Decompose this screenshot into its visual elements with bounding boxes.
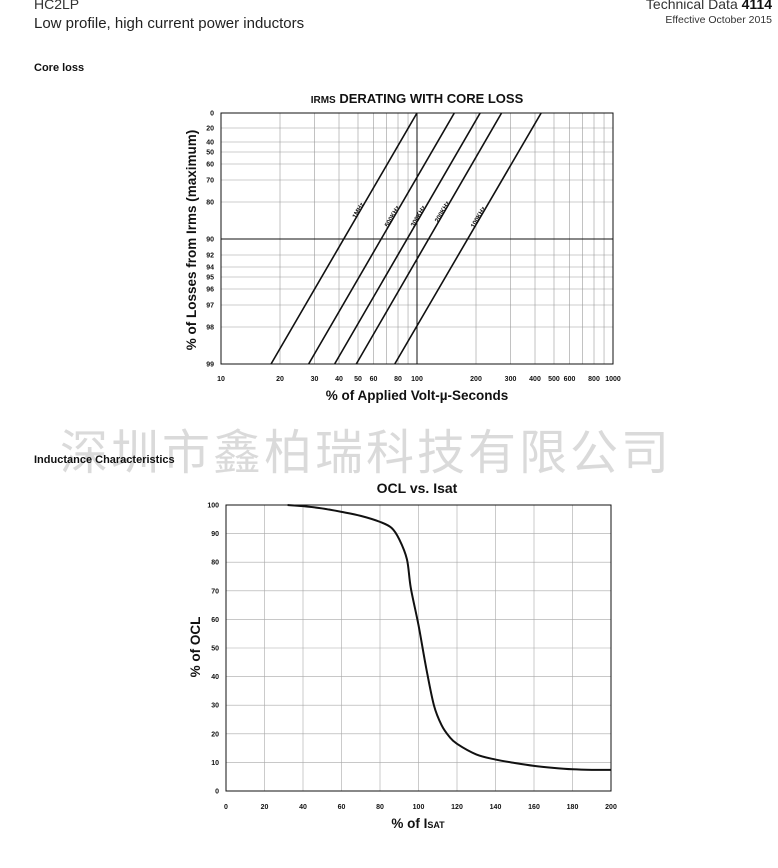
chart1-y-tick: 99 bbox=[206, 362, 214, 369]
chart1-frame bbox=[220, 112, 614, 365]
chart2-y-tick: 90 bbox=[211, 531, 219, 538]
product-subtitle: Low profile, high current power inductor… bbox=[34, 15, 305, 32]
section-core-loss: Core loss bbox=[34, 62, 85, 74]
ocl-vs-isat-chart: OCL vs. Isat 0 20 40 60 80 100 120 140 160 180 200… bbox=[188, 480, 617, 831]
chart1-series-line bbox=[307, 112, 455, 365]
chart1-series-label: 300KHz bbox=[410, 204, 428, 228]
chart1-y-tick: 0 bbox=[210, 111, 214, 118]
chart2-x-tick: 80 bbox=[376, 804, 384, 811]
doc-number: 4114 bbox=[741, 0, 772, 12]
chart2-xlabel: % of ISAT bbox=[391, 816, 445, 831]
chart1-x-tick: 600 bbox=[564, 376, 576, 383]
chart2-x-tick: 120 bbox=[451, 804, 463, 811]
chart2-xlabel-main: % of I bbox=[391, 816, 427, 831]
chart1-y-tick: 96 bbox=[206, 287, 214, 294]
chart1-x-tick: 100 bbox=[411, 376, 423, 383]
chart1-x-tick: 50 bbox=[354, 376, 362, 383]
chart1-series-line bbox=[333, 112, 481, 365]
ocl-curve bbox=[287, 504, 612, 771]
chart2-y-tick: 10 bbox=[211, 760, 219, 767]
chart1-y-tick: 70 bbox=[206, 178, 214, 185]
chart1-x-tick: 10 bbox=[217, 376, 225, 383]
chart1-series-line bbox=[355, 112, 503, 365]
chart1-x-tick: 80 bbox=[394, 376, 402, 383]
chart1-x-tick: 30 bbox=[311, 376, 319, 383]
chart2-frame bbox=[225, 504, 612, 792]
chart1-y-tick: 98 bbox=[206, 325, 214, 332]
chart1-y-tick: 80 bbox=[206, 200, 214, 207]
chart2-x-tick: 200 bbox=[605, 804, 617, 811]
watermark: 深圳市鑫柏瑞科技有限公司 bbox=[60, 425, 673, 481]
chart2-x-tick: 60 bbox=[338, 804, 346, 811]
chart2-x-tick: 0 bbox=[224, 804, 228, 811]
chart1-series-line bbox=[394, 112, 542, 365]
chart1-x-tick: 1000 bbox=[605, 376, 621, 383]
effective-date: Effective October 2015 bbox=[665, 14, 772, 26]
chart1-x-tick: 200 bbox=[470, 376, 482, 383]
chart1-x-tick: 800 bbox=[588, 376, 600, 383]
chart2-y-tick: 0 bbox=[215, 789, 219, 796]
chart2-y-tick: 80 bbox=[211, 560, 219, 567]
chart1-y-tick: 95 bbox=[206, 275, 214, 282]
chart1-series-label: 200KHz bbox=[434, 200, 452, 224]
chart2-y-tick: 30 bbox=[211, 703, 219, 710]
chart2-y-tick: 20 bbox=[211, 731, 219, 738]
chart2-y-tick: 50 bbox=[211, 646, 219, 653]
chart1-series-line bbox=[270, 112, 418, 365]
core-loss-chart: IRMS DERATING WITH CORE LOSS 1MHz 500KHz 3… bbox=[184, 91, 621, 403]
chart2-y-tick: 70 bbox=[211, 588, 219, 595]
section-inductance: Inductance Characteristics bbox=[34, 454, 175, 466]
chart1-x-tick: 40 bbox=[335, 376, 343, 383]
chart1-series-label: 100KHz bbox=[470, 205, 488, 229]
doc-prefix: Technical Data bbox=[645, 0, 742, 12]
chart1-y-tick: 92 bbox=[206, 253, 214, 260]
header-right: Technical Data 4114 Effective October 20… bbox=[646, 0, 772, 26]
chart1-title-small: IRMS bbox=[311, 95, 336, 106]
doc-title: Technical Data 4114 bbox=[646, 0, 772, 12]
chart2-x-tick: 20 bbox=[261, 804, 269, 811]
chart1-x-tick: 500 bbox=[548, 376, 560, 383]
chart1-x-tick: 60 bbox=[370, 376, 378, 383]
chart2-x-tick: 140 bbox=[490, 804, 502, 811]
header-left: HC2LP Low profile, high current power in… bbox=[34, 0, 304, 33]
chart1-y-tick: 20 bbox=[206, 126, 214, 133]
chart2-y-tick: 100 bbox=[207, 503, 219, 510]
chart1-y-tick: 90 bbox=[206, 237, 214, 244]
chart2-xlabel-sub: SAT bbox=[427, 820, 445, 830]
chart2-x-tick: 160 bbox=[528, 804, 540, 811]
chart1-ylabel: % of Losses from Irms (maximum) bbox=[184, 130, 199, 351]
chart2-title: OCL vs. Isat bbox=[377, 480, 458, 496]
chart1-title: IRMS DERATING WITH CORE LOSS bbox=[311, 91, 524, 106]
chart2-y-tick: 40 bbox=[211, 674, 219, 681]
chart2-ylabel: % of OCL bbox=[188, 617, 203, 678]
chart1-y-tick: 94 bbox=[206, 265, 214, 272]
chart1-x-tick: 20 bbox=[276, 376, 284, 383]
chart1-x-tick: 300 bbox=[505, 376, 517, 383]
chart2-x-tick: 40 bbox=[299, 804, 307, 811]
chart1-y-tick: 40 bbox=[206, 140, 214, 147]
chart1-xlabel: % of Applied Volt-µ-Seconds bbox=[326, 388, 509, 403]
chart1-y-tick: 60 bbox=[206, 162, 214, 169]
product-code: HC2LP bbox=[34, 0, 80, 12]
chart2-x-tick: 180 bbox=[567, 804, 579, 811]
chart1-title-rest: DERATING WITH CORE LOSS bbox=[336, 91, 524, 106]
chart1-y-tick: 97 bbox=[206, 303, 214, 310]
chart1-y-tick: 50 bbox=[206, 150, 214, 157]
chart1-x-tick: 400 bbox=[529, 376, 541, 383]
chart2-x-tick: 100 bbox=[413, 804, 425, 811]
chart2-y-tick: 60 bbox=[211, 617, 219, 624]
